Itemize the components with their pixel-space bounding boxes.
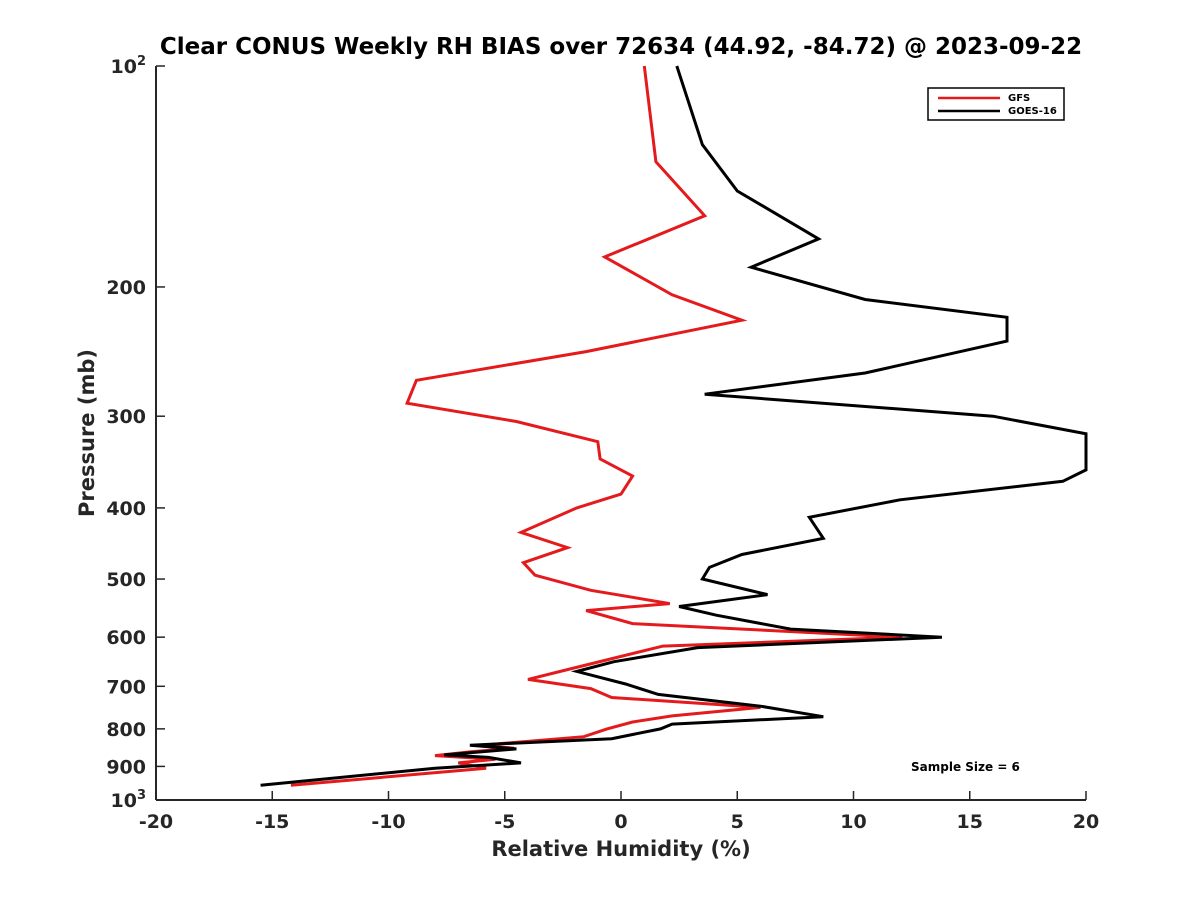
series-line-goes16: [260, 65, 1088, 787]
x-tick-label: -20: [139, 811, 173, 833]
y-tick-label: 700: [106, 676, 146, 698]
chart-title: Clear CONUS Weekly RH BIAS over 72634 (4…: [160, 34, 1082, 60]
y-axis-ticks: 102 200 300 400 500 600 700 800 900 103: [106, 54, 165, 812]
x-tick-label: -10: [371, 811, 405, 833]
y-tick-label: 102: [111, 54, 147, 78]
legend: GFS GOES-16: [927, 87, 1065, 121]
x-axis-ticks: -20 -15 -10 -5 0 5 10 15 20: [139, 791, 1099, 833]
x-tick-label: 0: [614, 811, 627, 833]
legend-label-goes16: GOES-16: [1008, 106, 1057, 117]
y-tick-label: 600: [106, 627, 146, 649]
y-tick-label: 500: [106, 569, 146, 591]
x-axis-label: Relative Humidity (%): [491, 837, 750, 861]
x-tick-label: -5: [494, 811, 515, 833]
x-tick-label: -15: [255, 811, 289, 833]
x-tick-label: 10: [840, 811, 866, 833]
x-tick-label: 20: [1073, 811, 1099, 833]
y-tick-label: 900: [106, 756, 146, 778]
x-tick-label: 15: [957, 811, 983, 833]
y-axis-label: Pressure (mb): [75, 349, 99, 517]
sample-size-annotation: Sample Size = 6: [911, 760, 1020, 774]
plot-lines: [260, 65, 1088, 787]
y-tick-label: 400: [106, 498, 146, 520]
y-tick-label: 800: [106, 719, 146, 741]
y-tick-label: 200: [106, 277, 146, 299]
y-tick-label: 103: [111, 788, 147, 812]
legend-box: [927, 87, 1065, 121]
y-tick-label: 300: [106, 406, 146, 428]
legend-label-gfs: GFS: [1008, 93, 1030, 104]
x-tick-label: 5: [731, 811, 744, 833]
